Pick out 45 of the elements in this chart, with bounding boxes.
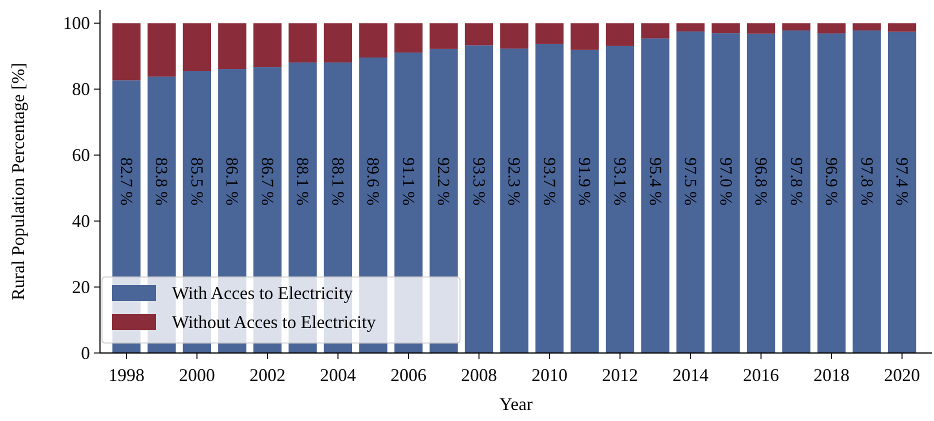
- y-tick-label: 40: [72, 211, 90, 232]
- data-label: 97.8 %: [786, 157, 806, 206]
- x-tick-label: 2014: [672, 365, 709, 385]
- data-label: 86.1 %: [222, 157, 242, 206]
- data-label: 85.5 %: [187, 157, 206, 206]
- data-label: 93.1 %: [610, 157, 630, 206]
- data-label: 97.5 %: [681, 157, 700, 206]
- legend-label: With Acces to Electricity: [172, 283, 353, 303]
- data-label: 96.8 %: [752, 157, 771, 206]
- data-label: 86.7 %: [258, 157, 277, 206]
- data-label: 82.7 %: [116, 157, 136, 206]
- data-label: 83.8 %: [152, 157, 172, 206]
- x-axis-title: Year: [499, 394, 533, 414]
- x-tick-label: 1998: [108, 365, 144, 385]
- data-label: 89.6 %: [364, 157, 383, 206]
- y-tick-label: 20: [72, 277, 90, 298]
- y-tick-label: 80: [72, 79, 90, 100]
- data-label: 88.1 %: [328, 157, 348, 206]
- x-tick-label: 2018: [814, 365, 850, 385]
- data-label: 88.1 %: [293, 157, 312, 206]
- data-label: 91.1 %: [398, 157, 418, 206]
- x-tick-label: 2000: [178, 365, 215, 385]
- data-label: 97.8 %: [857, 157, 876, 206]
- legend-label: Without Acces to Electricity: [172, 312, 376, 332]
- y-tick-label: 100: [63, 13, 90, 34]
- x-tick-label: 2004: [320, 365, 356, 385]
- data-label: 97.0 %: [716, 157, 736, 206]
- x-tick-label: 2010: [531, 365, 568, 385]
- y-axis-title: Rural Population Percentage [%]: [8, 62, 28, 300]
- data-label: 93.3 %: [469, 157, 488, 206]
- x-tick-label: 2008: [460, 365, 497, 385]
- data-label: 97.4 %: [892, 157, 912, 206]
- data-label: 91.9 %: [575, 157, 594, 206]
- x-tick-label: 2006: [390, 365, 426, 385]
- data-label: 96.9 %: [822, 157, 842, 206]
- data-label: 92.3 %: [504, 157, 524, 206]
- data-label: 93.7 %: [540, 157, 559, 206]
- y-tick-label: 0: [81, 343, 90, 363]
- y-tick-label: 60: [72, 145, 90, 166]
- x-tick-label: 2020: [884, 365, 920, 385]
- x-tick-label: 2012: [602, 365, 638, 385]
- data-label: 95.4 %: [646, 157, 665, 206]
- x-tick-label: 2002: [249, 365, 286, 385]
- data-label: 92.2 %: [434, 157, 454, 206]
- x-tick-label: 2016: [743, 365, 780, 385]
